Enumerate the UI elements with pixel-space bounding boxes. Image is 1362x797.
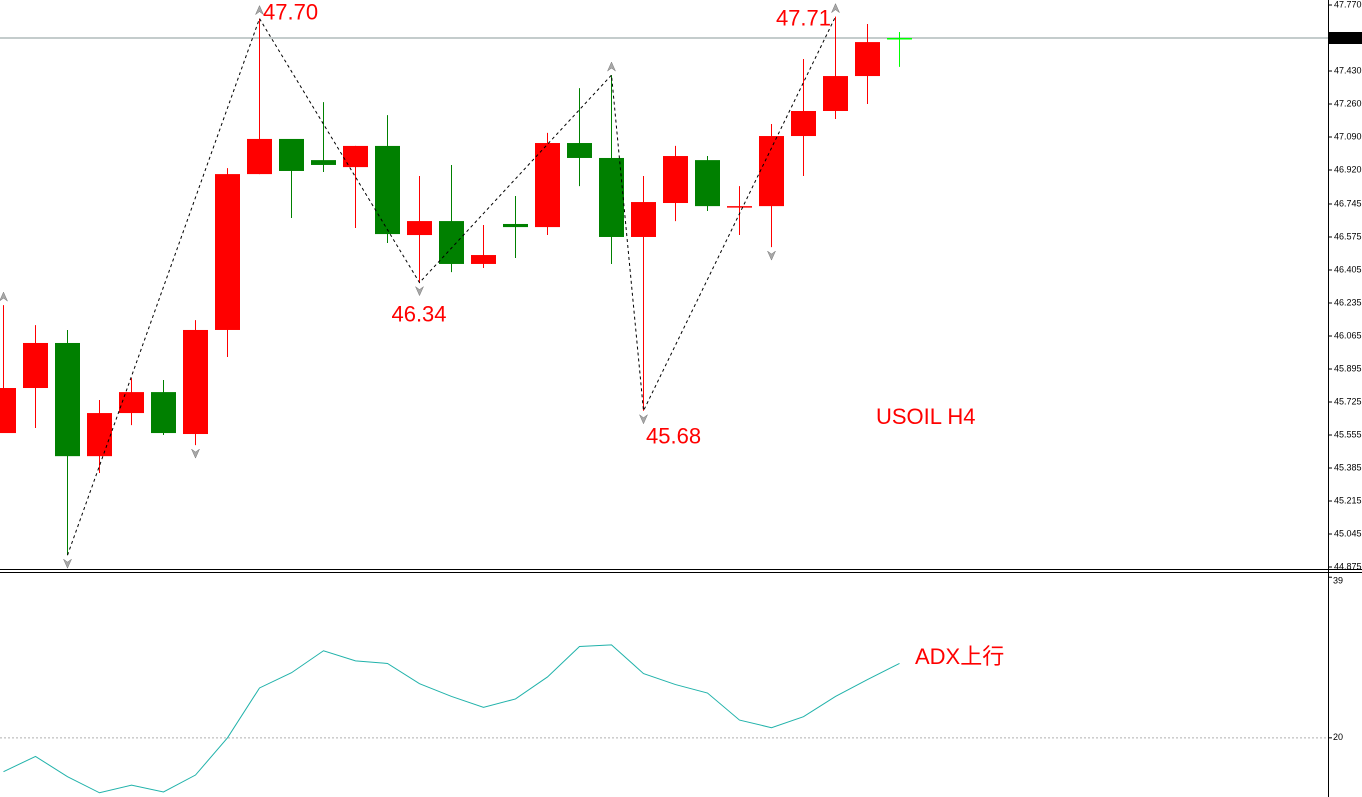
candle-body (375, 145, 400, 235)
candle-body (0, 388, 16, 434)
candle-body (663, 156, 688, 204)
y-tick-label: 47.090 (1334, 131, 1362, 141)
chart-title: USOIL H4 (876, 404, 975, 429)
y-tick-label: 45.555 (1334, 429, 1362, 439)
candle-body (535, 143, 560, 228)
y-tick-label: 46.575 (1334, 231, 1362, 241)
candle-body (759, 136, 784, 207)
current-price-box (1329, 32, 1362, 45)
zigzag-label: 47.70 (263, 0, 318, 24)
current-price-label: 47.60 (1333, 32, 1356, 42)
candle-body (407, 221, 432, 236)
fractal-down (62, 558, 73, 569)
candle-body (727, 206, 752, 208)
candle-body (23, 342, 48, 389)
y-tick-label: 44.875 (1334, 561, 1362, 571)
y-tick-label: 47.430 (1334, 65, 1362, 75)
candle-body (151, 392, 176, 434)
y-tick-label: 45.895 (1334, 363, 1362, 373)
candle-body (631, 202, 656, 237)
y-tick-label: 45.215 (1334, 495, 1362, 505)
candle-body (311, 160, 336, 165)
y-tick-label: 47.260 (1334, 98, 1362, 108)
y-tick-label: 46.745 (1334, 198, 1362, 208)
candle-body (503, 223, 528, 228)
candle-body (599, 157, 624, 237)
candle-body (215, 174, 240, 330)
candle-body (791, 110, 816, 137)
fractal-up (254, 4, 265, 16)
candle-body (471, 255, 496, 264)
adx-line (3, 644, 900, 794)
y-tick-label: 39 (1333, 576, 1343, 586)
candle-body (87, 413, 112, 457)
y-tick-label: 47.770 (1334, 0, 1362, 9)
fractal-up (830, 3, 841, 14)
y-tick-label: 46.065 (1334, 330, 1362, 340)
zigzag-label: 46.34 (391, 301, 446, 326)
y-tick-label: 46.920 (1334, 164, 1362, 174)
y-tick-label: 46.235 (1334, 297, 1362, 307)
y-tick-label: 46.405 (1334, 264, 1362, 274)
y-tick-label: 45.045 (1334, 528, 1362, 538)
candle-body (247, 138, 272, 175)
fractal-up (606, 61, 617, 72)
fractal-down (638, 413, 649, 425)
candle-body (183, 329, 208, 435)
candle-body (855, 42, 880, 77)
y-tick-label: 45.385 (1334, 462, 1362, 472)
y-tick-label: 45.725 (1334, 396, 1362, 406)
fractal-down (190, 448, 201, 459)
candle-body (823, 76, 848, 111)
candle-body (887, 38, 912, 40)
zigzag-label: 47.71 (776, 5, 831, 30)
zigzag-label: 45.68 (646, 424, 701, 449)
indicator-annotation: ADX上行 (915, 644, 1004, 669)
candle-body (343, 145, 368, 168)
candle-body (55, 342, 80, 457)
fractal-down (766, 250, 777, 261)
candle-body (695, 160, 720, 207)
zigzag-line (67, 16, 836, 556)
candle-body (567, 143, 592, 158)
candle-body (279, 138, 304, 171)
candle-body (119, 392, 144, 414)
fractal-down (414, 285, 425, 297)
fractal-up (0, 291, 9, 302)
y-tick-label: 20 (1333, 732, 1343, 742)
